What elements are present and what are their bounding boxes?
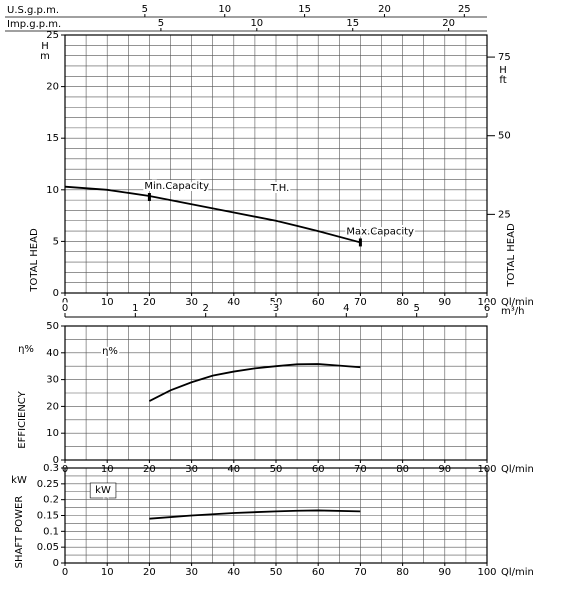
x2-tick-label: 1 — [132, 303, 138, 314]
x-tick-label: 60 — [312, 297, 325, 308]
y-tick-label: 10 — [46, 428, 59, 439]
y-tick-label: 0.2 — [43, 495, 59, 506]
y2-unit: H — [499, 65, 507, 76]
top-axis-tick-label: 25 — [458, 4, 471, 15]
x-tick-label: 70 — [354, 567, 367, 578]
y-tick-label: 0.25 — [37, 479, 59, 490]
y-axis-label: EFFICIENCY — [17, 390, 28, 448]
curve-label: η% — [102, 346, 118, 357]
y-tick-label: 50 — [46, 321, 59, 332]
y-axis-label: TOTAL HEAD — [29, 228, 40, 293]
x2-tick-label: 6 — [484, 303, 490, 314]
x-tick-label: 20 — [143, 567, 156, 578]
top-axis-label: U.S.g.p.m. — [7, 5, 59, 16]
y-axis-label: SHAFT POWER — [14, 496, 25, 569]
x2-tick-label: 3 — [273, 303, 279, 314]
y-tick-label: 0.3 — [43, 463, 59, 474]
capacity-label: Max.Capacity — [346, 226, 414, 237]
x-tick-label: 90 — [438, 567, 451, 578]
y-unit: m — [40, 51, 50, 62]
y-unit: kW — [11, 475, 27, 486]
y-unit: η% — [18, 344, 34, 355]
curve — [148, 363, 361, 402]
curve-label-box — [89, 482, 117, 499]
x-tick-label: 10 — [101, 567, 114, 578]
top-axis-tick-label: 10 — [218, 4, 231, 15]
top-axis-tick-label: 20 — [378, 4, 391, 15]
x-tick-label: 30 — [185, 567, 198, 578]
y-tick-label: 0 — [53, 288, 59, 299]
curve-label: kW — [95, 485, 111, 496]
y-tick-label: 40 — [46, 348, 59, 359]
x-tick-label: 60 — [312, 567, 325, 578]
x-tick-label: 80 — [396, 567, 409, 578]
x-tick-label: 0 — [62, 567, 68, 578]
y2-tick-label: 50 — [498, 131, 511, 142]
y-tick-label: 10 — [46, 185, 59, 196]
curve — [149, 509, 361, 520]
y-tick-label: 25 — [46, 30, 59, 41]
top-axis-tick-label: 20 — [442, 18, 455, 29]
y-tick-label: 20 — [46, 401, 59, 412]
y-tick-label: 20 — [46, 82, 59, 93]
y-unit: H — [41, 41, 49, 52]
capacity-marker — [358, 238, 362, 247]
curve-label: T.H. — [270, 183, 290, 194]
x-tick-label: 30 — [185, 297, 198, 308]
y2-axis-label: TOTAL HEAD — [506, 223, 517, 288]
y-tick-label: 15 — [46, 133, 59, 144]
x-axis-label: Ql/min — [501, 567, 534, 578]
y-tick-label: 0 — [53, 455, 59, 466]
x-tick-label: 40 — [227, 567, 240, 578]
y-tick-label: 0.1 — [43, 526, 59, 537]
capacity-label: Min.Capacity — [144, 181, 209, 192]
y2-unit: ft — [499, 75, 506, 86]
x-tick-label: 80 — [396, 297, 409, 308]
y-tick-label: 0 — [53, 558, 59, 569]
top-axis-tick-label: 15 — [298, 4, 311, 15]
x-tick-label: 50 — [270, 567, 283, 578]
top-axis-tick-label: 5 — [142, 4, 148, 15]
top-axis-tick-label: 5 — [158, 18, 164, 29]
x-axis-label: Ql/min — [501, 464, 534, 475]
top-axis-tick-label: 10 — [250, 18, 263, 29]
x-tick-label: 10 — [101, 297, 114, 308]
top-axis-tick-label: 15 — [346, 18, 359, 29]
y-tick-label: 0.15 — [37, 511, 59, 522]
curve — [64, 185, 361, 244]
y2-tick-label: 75 — [498, 52, 511, 63]
x2-tick-label: 4 — [343, 303, 349, 314]
y-tick-label: 5 — [53, 236, 59, 247]
x2-tick-label: 5 — [413, 303, 419, 314]
y-tick-label: 0.05 — [37, 542, 59, 553]
x2-tick-label: 0 — [62, 303, 68, 314]
y-tick-label: 30 — [46, 375, 59, 386]
top-axis-label: Imp.g.p.m. — [7, 19, 61, 30]
x-tick-label: 100 — [477, 297, 496, 308]
x2-tick-label: 2 — [202, 303, 208, 314]
x-tick-label: 90 — [438, 297, 451, 308]
x-tick-label: 40 — [227, 297, 240, 308]
x-tick-label: 70 — [354, 297, 367, 308]
y2-tick-label: 25 — [498, 209, 511, 220]
x-tick-label: 100 — [477, 567, 496, 578]
capacity-marker — [147, 193, 151, 202]
x2-axis-label: m³/h — [501, 306, 524, 317]
x-tick-label: 0 — [62, 297, 68, 308]
x-tick-label: 50 — [270, 297, 283, 308]
x-axis-label: Ql/min — [501, 297, 534, 308]
x-tick-label: 20 — [143, 297, 156, 308]
